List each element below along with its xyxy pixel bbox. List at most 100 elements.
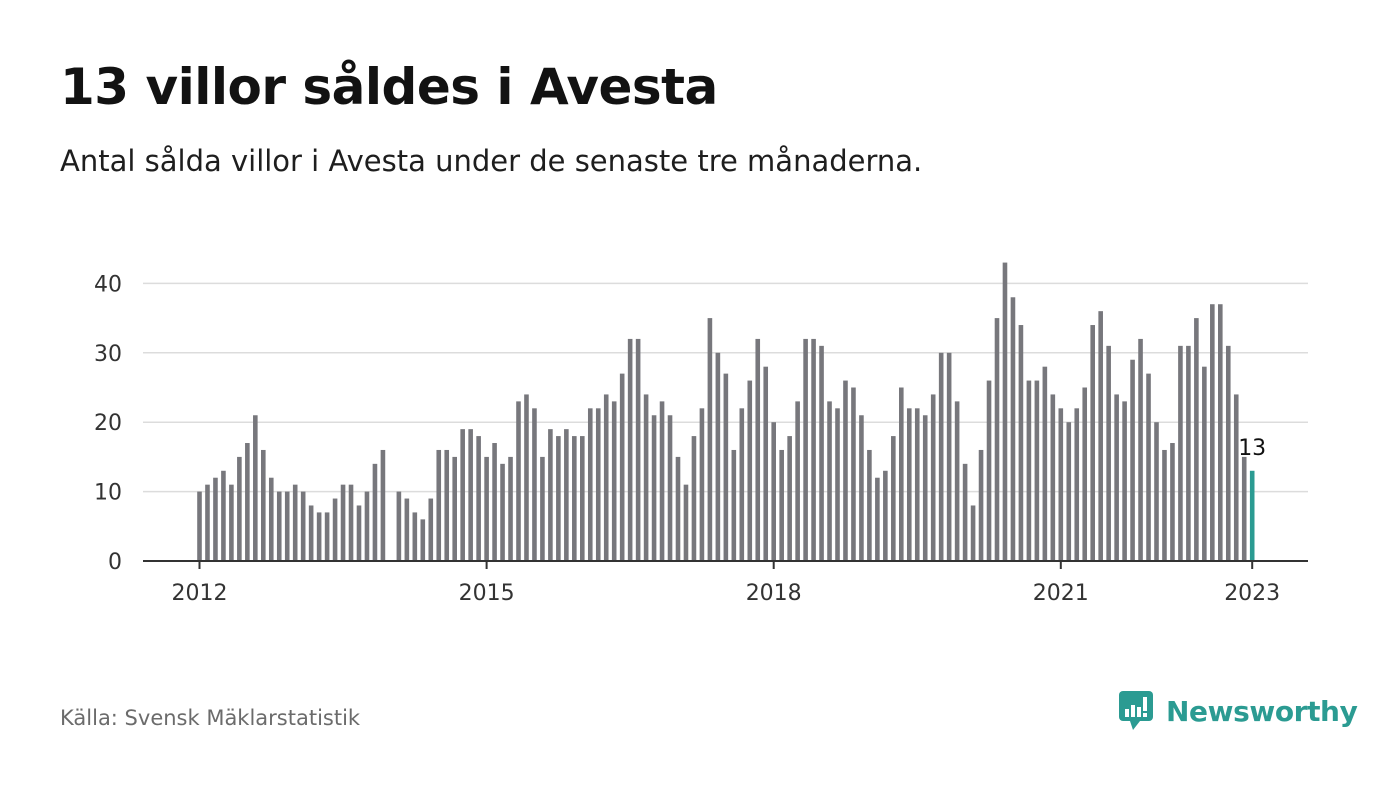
bar [292,484,298,561]
bar [253,415,258,561]
bar [930,394,936,561]
bar [1090,325,1095,561]
bar [316,512,322,561]
bar [229,484,234,561]
bar [1042,366,1048,561]
bar [787,436,792,561]
bar [300,491,306,561]
bar [308,505,314,561]
bar [1050,394,1056,561]
bar [643,394,649,561]
bar [691,436,697,561]
bar [906,408,912,561]
x-tick-label: 2012 [172,581,228,606]
bar [1106,345,1111,561]
bar [715,352,721,561]
bar [1194,318,1199,561]
bar [1241,456,1247,561]
bar [1074,408,1080,561]
bar [795,401,800,561]
bar [954,401,960,561]
bar [1218,304,1223,561]
y-tick-label: 10 [94,481,122,506]
newsworthy-logo-icon [1119,691,1153,730]
bar [595,408,601,561]
bar [404,498,410,561]
bar [763,366,769,561]
bar [444,449,450,561]
bar [1162,449,1167,561]
bar [667,415,673,561]
bar [938,352,944,561]
bar [580,436,585,561]
bar [803,338,808,561]
bar [284,491,290,561]
bar [532,408,537,561]
x-tick-label: 2018 [746,581,802,606]
bar [922,415,928,561]
data-label: 13 [1238,436,1266,461]
bar [1170,443,1175,561]
bar-highlight [1249,470,1255,561]
bar [986,380,992,561]
bar [835,408,840,561]
bar [723,373,729,561]
y-tick-label: 20 [94,411,122,436]
bar [276,491,282,561]
bar [946,352,952,561]
bar [548,429,553,561]
bar [699,408,705,561]
bar [420,519,426,561]
bar [994,318,1000,561]
bar [899,387,904,561]
brand-logo[interactable]: Newsworthy [1118,688,1358,734]
bar [484,456,489,561]
bar [237,456,242,561]
bar [516,401,521,561]
bar [683,484,689,561]
bar [811,338,816,561]
bar [205,484,210,561]
bar [843,380,848,561]
source-note: Källa: Svensk Mäklarstatistik [60,706,361,730]
y-tick-label: 40 [94,272,122,297]
bar [396,491,402,561]
bar [771,422,776,561]
bar [627,338,633,561]
bar [675,456,681,561]
bar [556,436,561,561]
bar [1026,380,1032,561]
bar [883,470,888,561]
bar [245,443,250,561]
bar [739,408,745,561]
bar [1058,408,1064,561]
bar [1122,401,1127,561]
bar [635,338,641,561]
bar [1178,345,1183,561]
bar [1002,262,1008,561]
bar [1202,366,1207,561]
bar [1098,311,1103,561]
bar [564,429,569,561]
bar [651,415,657,561]
bar [970,505,976,561]
bar [978,449,984,561]
bar [891,436,896,561]
bar [867,449,872,561]
bar [819,345,824,561]
bar [611,401,617,561]
bar [412,512,418,561]
bar [1034,380,1040,561]
bar [914,408,920,561]
bar [1210,304,1215,561]
bar [962,463,968,561]
chart-title: 13 villor såldes i Avesta [60,58,718,116]
bar [859,415,864,561]
bar [619,373,625,561]
bar [875,477,880,561]
bar [827,401,832,561]
bar [1114,394,1119,561]
bar [1225,345,1231,561]
bar [372,463,378,561]
bar [364,491,370,561]
